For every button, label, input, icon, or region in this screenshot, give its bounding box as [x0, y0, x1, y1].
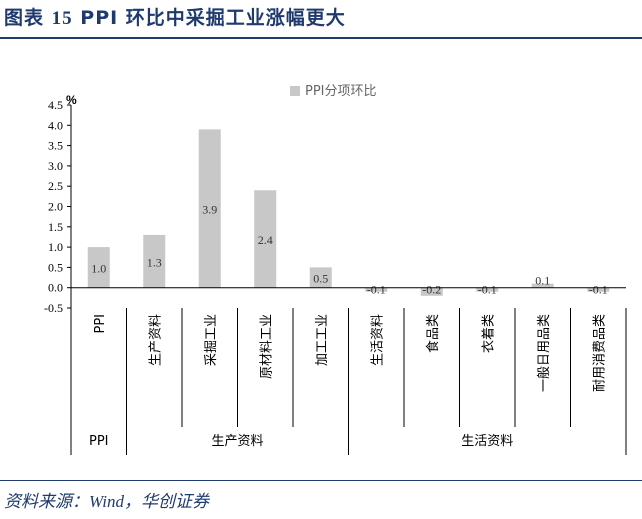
- bar: [531, 283, 554, 288]
- bar-value-label: -0.1: [478, 283, 497, 297]
- figure-title-text: PPI 环比中采掘工业涨幅更大: [80, 7, 346, 29]
- y-tick-label: 2.5: [48, 179, 63, 193]
- category-label: 生活资料: [370, 314, 385, 366]
- group-label: 生产资料: [211, 434, 263, 449]
- category-label: 原材料工业: [259, 314, 274, 379]
- y-tick-label: 1.5: [48, 220, 63, 234]
- y-tick-label: 3.0: [48, 159, 63, 173]
- bar: [87, 247, 110, 288]
- bar-value-label: -0.2: [422, 283, 441, 297]
- source-text: Wind，华创证券: [89, 492, 209, 511]
- bar: [254, 190, 277, 288]
- legend-swatch: [290, 86, 300, 96]
- bar: [309, 267, 332, 288]
- bar-value-label: 1.3: [147, 255, 162, 269]
- y-unit-label: %: [66, 93, 77, 107]
- ppi-bar-chart: 4.5 4.0 3.5 3.0 2.5 2.0 1.5 1.0 0.5 0.0 -0.5% PPI分项…: [44, 84, 627, 455]
- source-label: 资料来源：: [4, 492, 89, 512]
- y-tick-label: 3.5: [48, 139, 63, 153]
- category-label: 食品类: [425, 314, 441, 353]
- group-label: 生活资料: [461, 434, 513, 449]
- category-label: PPI: [93, 314, 108, 334]
- bar-value-label: 2.4: [258, 233, 273, 247]
- bar: [365, 287, 388, 292]
- group-label: PPI: [89, 434, 109, 449]
- figure-title: 图表 15 PPI 环比中采掘工业涨幅更大: [4, 3, 346, 30]
- y-tick-label: 0.5: [48, 260, 63, 274]
- category-label: 生产资料: [148, 314, 163, 366]
- y-tick-label: 0.0: [48, 281, 63, 295]
- bar: [143, 234, 166, 288]
- bar-value-label: -0.1: [367, 283, 386, 297]
- bar-value-label: 0.5: [313, 272, 328, 286]
- y-tick-label: 4.0: [48, 118, 63, 132]
- bar-value-label: 0.1: [535, 274, 550, 288]
- category-label: 采掘工业: [204, 314, 219, 366]
- bar-value-label: 3.9: [202, 203, 217, 217]
- bar: [587, 287, 610, 292]
- bar: [476, 287, 499, 292]
- bar-value-label: -0.1: [589, 283, 608, 297]
- y-tick-label: -0.5: [44, 301, 63, 315]
- legend-label: PPI分项环比: [305, 84, 377, 99]
- bar: [198, 129, 221, 288]
- y-tick-label: 2.0: [48, 200, 63, 214]
- category-label: 衣着类: [480, 314, 496, 353]
- y-tick-label: 4.5: [48, 98, 63, 112]
- figure-title-prefix: 图表: [4, 7, 45, 29]
- source-note: 资料来源：Wind，华创证券: [4, 487, 209, 512]
- category-label: 耐用消费品类: [592, 314, 607, 392]
- category-label: 加工工业: [315, 314, 330, 366]
- category-label: 一般日用品类: [536, 314, 552, 392]
- title-divider: [0, 37, 642, 39]
- bar-value-label: 1.0: [91, 261, 106, 275]
- y-tick-label: 1.0: [48, 240, 63, 254]
- figure-title-number: 15: [51, 8, 73, 29]
- bar: [420, 287, 443, 296]
- source-divider: [0, 480, 642, 481]
